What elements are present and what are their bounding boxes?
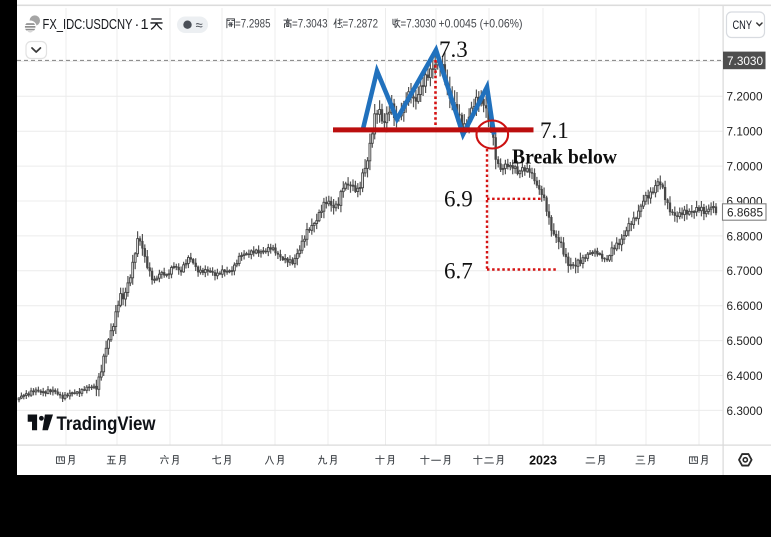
- svg-text:6.3000: 6.3000: [727, 404, 763, 418]
- svg-text:=7.2872: =7.2872: [343, 16, 379, 30]
- svg-text:7.3: 7.3: [439, 37, 468, 62]
- svg-text:2023: 2023: [529, 454, 557, 468]
- svg-text:·: ·: [135, 17, 140, 33]
- svg-text:7.1: 7.1: [540, 118, 569, 143]
- svg-text:=7.3043: =7.3043: [292, 16, 328, 30]
- svg-text:Break below: Break below: [512, 145, 618, 169]
- svg-text:=7.3030: =7.3030: [401, 16, 437, 30]
- svg-text:6.9: 6.9: [444, 187, 473, 212]
- svg-text:6.8000: 6.8000: [727, 229, 763, 243]
- svg-text:7.1000: 7.1000: [727, 125, 763, 139]
- svg-text:TradingView: TradingView: [57, 414, 156, 435]
- svg-text:6.5000: 6.5000: [727, 334, 763, 348]
- svg-text:+0.0045 (+0.06%): +0.0045 (+0.06%): [439, 16, 523, 30]
- svg-text:≈: ≈: [196, 18, 203, 33]
- svg-text:7.2000: 7.2000: [727, 90, 763, 104]
- svg-text:6.7: 6.7: [444, 259, 473, 284]
- svg-text:CNY: CNY: [733, 18, 753, 32]
- svg-text:=7.2985: =7.2985: [235, 16, 271, 30]
- svg-text:6.6000: 6.6000: [727, 299, 763, 313]
- svg-text:6.7000: 6.7000: [727, 264, 763, 278]
- svg-text:6.4000: 6.4000: [727, 369, 763, 383]
- svg-text:7.3030: 7.3030: [727, 54, 763, 68]
- svg-text:FX_IDC:USDCNY: FX_IDC:USDCNY: [43, 17, 133, 33]
- svg-text:7.0000: 7.0000: [727, 160, 763, 174]
- svg-text:1: 1: [141, 17, 149, 33]
- svg-text:6.8685: 6.8685: [727, 205, 763, 219]
